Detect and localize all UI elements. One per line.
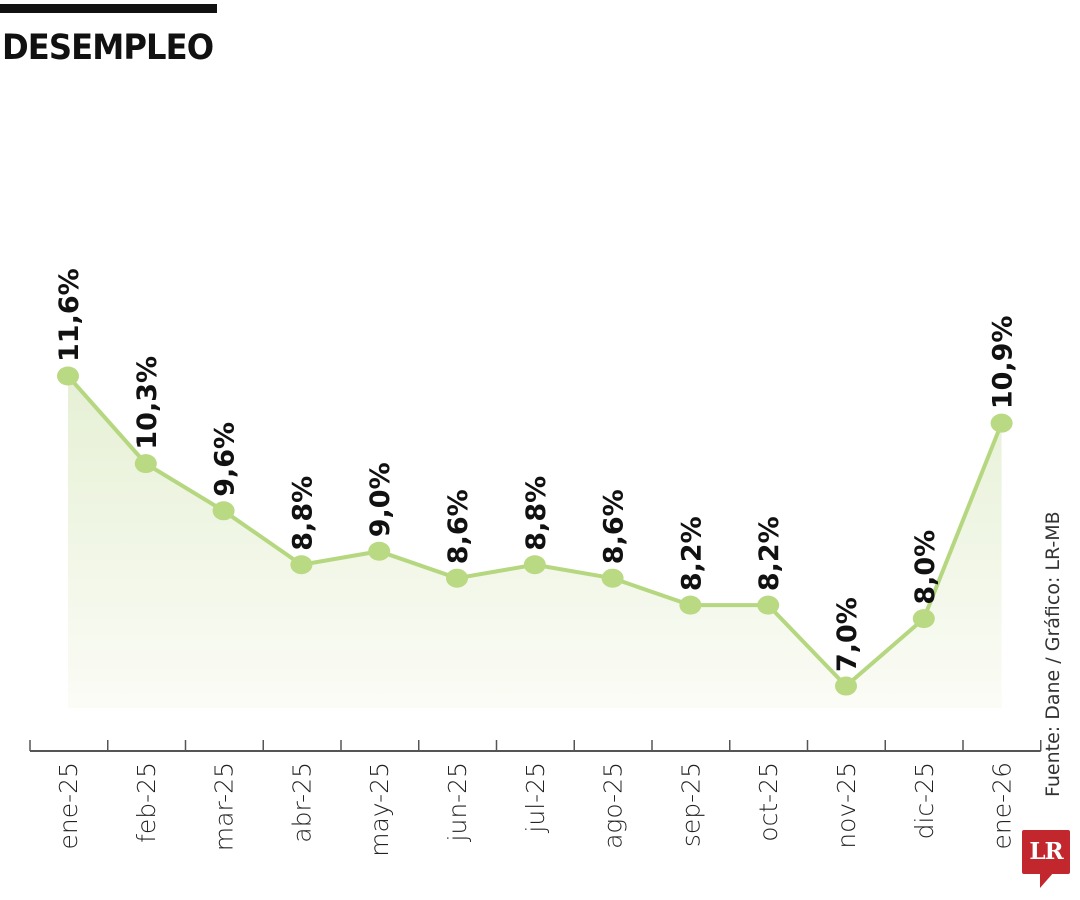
x-axis-tick-label: ene-26	[988, 762, 1017, 849]
x-axis-tick-label: feb-25	[132, 762, 161, 843]
x-axis-tick-label: ago-25	[599, 762, 628, 849]
data-value-label: 8,2%	[754, 516, 785, 591]
data-point-marker	[446, 568, 468, 588]
lr-logo: LR	[1022, 830, 1070, 874]
x-axis-tick-label: nov-25	[832, 762, 861, 849]
x-axis-tick-labels: ene-25 feb-25 mar-25 abr-25 may-25 jun-25 jul-…	[54, 762, 1017, 857]
data-value-label: 9,6%	[210, 422, 241, 497]
x-axis	[29, 740, 1042, 752]
data-labels: 11,6% 10,3% 9,6% 8,8% 9,0% 8,6% 8,8% 8,6% 8,2% 8,…	[54, 268, 1019, 672]
data-point-marker	[368, 541, 391, 561]
data-value-label: 10,9%	[988, 316, 1019, 410]
data-value-label: 8,0%	[910, 530, 941, 605]
data-point-marker	[912, 609, 935, 629]
data-value-label: 8,8%	[287, 476, 318, 551]
data-value-label: 8,6%	[443, 489, 474, 564]
data-value-label: 8,2%	[676, 516, 707, 591]
x-axis-tick-label: jul-25	[521, 762, 550, 834]
lr-logo-speech-tail	[1040, 872, 1054, 888]
data-value-label: 7,0%	[832, 597, 863, 672]
source-credit: Fuente: Dane / Gráfico: LR-MB	[1042, 511, 1064, 797]
x-axis-tick-label: oct-25	[754, 762, 783, 842]
data-point-marker	[990, 413, 1013, 433]
title-accent-bar	[0, 4, 217, 13]
data-point-marker	[134, 454, 157, 474]
area-fill	[68, 376, 1002, 708]
x-axis-tick-label: abr-25	[287, 762, 316, 843]
data-point-marker	[290, 555, 313, 575]
x-axis-tick-label: may-25	[365, 762, 394, 857]
data-point-marker	[523, 555, 546, 575]
data-point-marker	[57, 366, 79, 386]
data-value-label: 8,6%	[599, 489, 630, 564]
data-point-marker	[679, 595, 702, 615]
data-point-marker	[212, 501, 235, 521]
data-value-label: 11,6%	[54, 268, 85, 362]
data-value-label: 8,8%	[521, 476, 552, 551]
x-axis-tick-label: ene-25	[54, 762, 83, 849]
area-fill-shape	[68, 376, 1002, 708]
data-point-marker	[835, 676, 857, 696]
x-axis-tick-label: dic-25	[910, 762, 939, 839]
data-markers	[57, 366, 1013, 696]
x-axis-tick-label: mar-25	[210, 762, 239, 851]
data-value-label: 10,3%	[132, 356, 163, 450]
data-point-marker	[757, 595, 780, 615]
lr-logo-text: LR	[1029, 838, 1063, 865]
x-axis-tick-label: jun-25	[443, 762, 472, 842]
data-value-label: 9,0%	[365, 462, 396, 537]
data-point-marker	[601, 568, 624, 588]
chart-title: DESEMPLEO	[2, 28, 214, 68]
x-axis-tick-label: sep-25	[676, 762, 705, 847]
